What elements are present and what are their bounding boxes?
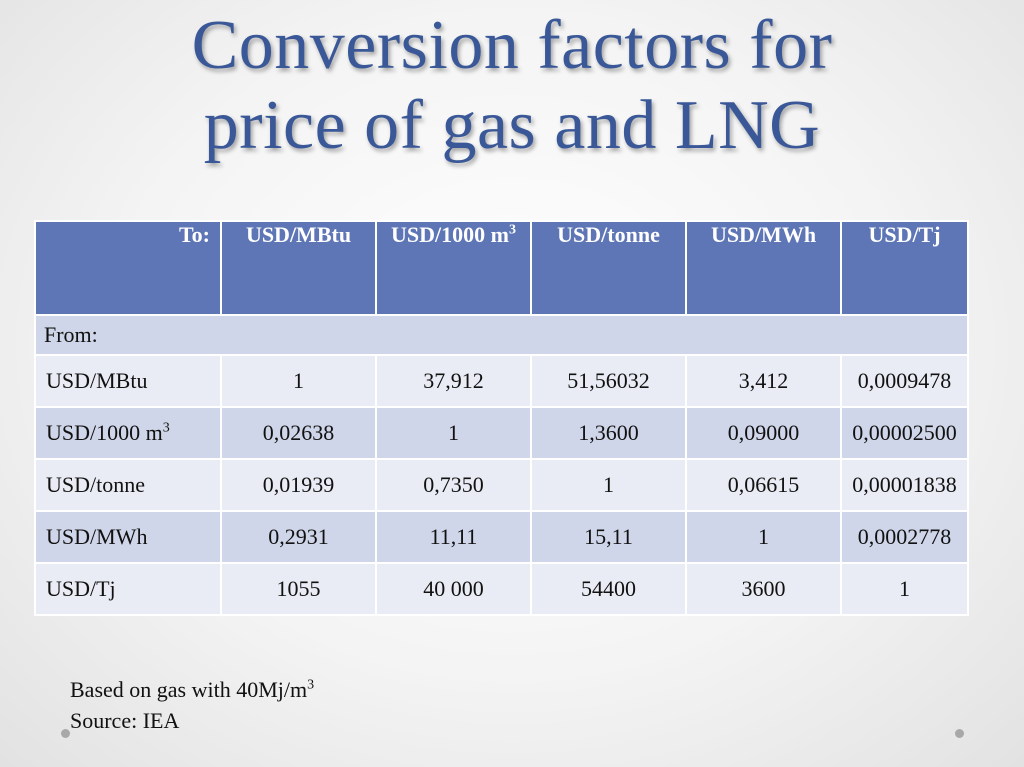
row-label: USD/1000 m3 bbox=[34, 406, 222, 460]
table-cell: 0,0009478 bbox=[840, 354, 969, 408]
table-cell: 40 000 bbox=[375, 562, 532, 616]
footnotes: Based on gas with 40Mj/m3 Source: IEA bbox=[70, 674, 314, 736]
row-label: USD/tonne bbox=[34, 458, 222, 512]
header-cell: USD/Tj bbox=[840, 220, 969, 316]
table-cell: 3600 bbox=[685, 562, 842, 616]
header-cell: USD/tonne bbox=[530, 220, 687, 316]
table-row: USD/1000 m3 0,02638 1 1,3600 0,09000 0,0… bbox=[34, 406, 969, 460]
table-cell: 0,2931 bbox=[220, 510, 377, 564]
conversion-table: To: USD/MBtu USD/1000 m3 USD/tonne USD/M… bbox=[34, 220, 969, 616]
table-row: USD/MBtu 1 37,912 51,56032 3,412 0,00094… bbox=[34, 354, 969, 408]
slide-title: Conversion factors for price of gas and … bbox=[0, 6, 1024, 166]
table-cell: 1,3600 bbox=[530, 406, 687, 460]
from-row: From: bbox=[34, 314, 969, 356]
table-cell: 37,912 bbox=[375, 354, 532, 408]
table-row: USD/Tj 1055 40 000 54400 3600 1 bbox=[34, 562, 969, 616]
table-cell: 15,11 bbox=[530, 510, 687, 564]
table-cell: 1 bbox=[375, 406, 532, 460]
table-cell: 11,11 bbox=[375, 510, 532, 564]
table-cell: 1 bbox=[685, 510, 842, 564]
table-cell: 54400 bbox=[530, 562, 687, 616]
table-cell: 0,0002778 bbox=[840, 510, 969, 564]
table-cell: 1 bbox=[840, 562, 969, 616]
source-note: Source: IEA bbox=[70, 708, 180, 733]
table-cell: 1 bbox=[530, 458, 687, 512]
table-cell: 1055 bbox=[220, 562, 377, 616]
table-cell: 0,02638 bbox=[220, 406, 377, 460]
table-cell: 1 bbox=[220, 354, 377, 408]
table-row: USD/tonne 0,01939 0,7350 1 0,06615 0,000… bbox=[34, 458, 969, 512]
row-label: USD/MBtu bbox=[34, 354, 222, 408]
header-to-label: To: bbox=[34, 220, 222, 316]
table-cell: 0,7350 bbox=[375, 458, 532, 512]
row-label: USD/Tj bbox=[34, 562, 222, 616]
table-cell: 0,01939 bbox=[220, 458, 377, 512]
table-header-row: To: USD/MBtu USD/1000 m3 USD/tonne USD/M… bbox=[34, 220, 969, 316]
table-cell: 0,00001838 bbox=[840, 458, 969, 512]
table-cell: 3,412 bbox=[685, 354, 842, 408]
title-line-1: Conversion factors for bbox=[191, 7, 833, 84]
basis-note: Based on gas with 40Mj/m3 bbox=[70, 677, 315, 702]
table-cell: 51,56032 bbox=[530, 354, 687, 408]
table-cell: 0,00002500 bbox=[840, 406, 969, 460]
title-line-2: price of gas and LNG bbox=[203, 87, 821, 164]
decorative-dot-left bbox=[61, 729, 70, 738]
header-cell: USD/MWh bbox=[685, 220, 842, 316]
decorative-dot-right bbox=[955, 729, 964, 738]
header-cell: USD/1000 m3 bbox=[375, 220, 532, 316]
table-row: USD/MWh 0,2931 11,11 15,11 1 0,0002778 bbox=[34, 510, 969, 564]
from-label: From: bbox=[34, 314, 969, 356]
table-cell: 0,09000 bbox=[685, 406, 842, 460]
header-cell: USD/MBtu bbox=[220, 220, 377, 316]
row-label: USD/MWh bbox=[34, 510, 222, 564]
table-cell: 0,06615 bbox=[685, 458, 842, 512]
